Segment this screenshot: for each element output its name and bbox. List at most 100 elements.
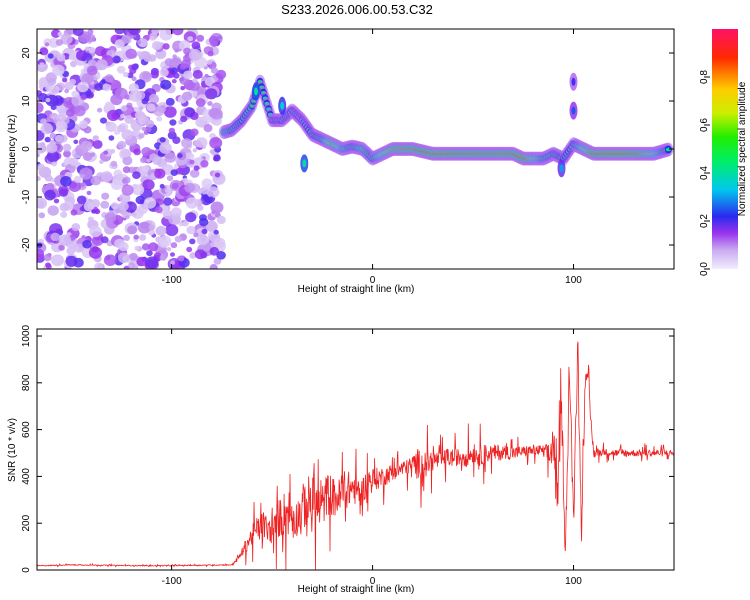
noise-blob [59,202,70,212]
colorbar: 0.0 0.2 0.4 0.6 0.8 Normalized spectral ampl… [699,29,748,276]
noise-blob [62,143,72,152]
noise-blob [214,172,221,178]
noise-blob [193,165,200,171]
noise-blob [193,232,199,238]
noise-blob [45,97,51,103]
noise-blob [141,243,150,251]
noise-blob [110,160,118,167]
noise-blob [213,257,222,265]
noise-blob [57,31,63,37]
noise-blob [148,224,155,231]
noise-blob [73,176,82,183]
noise-blob [60,176,72,187]
side-feature-core [571,77,576,86]
noise-blob [185,197,199,209]
noise-blob [38,93,48,103]
chart-title: S233.2026.006.00.53.C32 [281,2,433,17]
noise-blob [118,201,129,211]
noise-blob [199,217,209,227]
noise-blob [91,209,96,214]
noise-blob [79,206,85,212]
noise-blob [105,121,117,133]
y-tick-label: 10 [21,95,32,107]
noise-blob [172,136,181,144]
noise-blob [145,256,159,269]
snr-ylabel: SNR (10 * v/v) [7,418,18,482]
noise-blob [209,264,218,269]
y-tick-label: 600 [21,421,32,438]
noise-blob [216,215,226,225]
noise-blob [83,201,94,212]
noise-blob [127,225,138,235]
noise-blob [152,156,163,165]
noise-blob [180,115,188,123]
noise-blob [201,178,213,189]
noise-blob [94,83,103,91]
noise-blob [54,120,68,133]
noise-blob [192,148,197,153]
noise-blob [209,196,214,201]
noise-blob [47,205,59,216]
noise-blob [165,224,179,237]
noise-blob [139,234,147,241]
noise-blob [142,179,155,191]
noise-blob [181,91,193,102]
noise-blob [171,182,179,190]
noise-blob [134,245,140,251]
noise-blob [131,63,139,71]
noise-blob [168,127,176,134]
noise-blob [86,190,92,196]
noise-blob [133,234,139,240]
noise-blob [92,139,103,149]
noise-blob [133,148,141,156]
side-feature-core [571,106,576,115]
noise-blob [155,206,163,214]
noise-blob [66,247,76,255]
y-tick-label: 0 [21,567,32,573]
noise-blob [137,38,148,48]
noise-blob [164,152,177,163]
noise-blob [100,117,107,124]
noise-blob [52,64,65,76]
noise-blob [104,101,114,110]
noise-blob [45,72,57,83]
noise-blob [108,135,115,141]
noise-blob [107,109,120,122]
noise-blob [141,98,149,105]
noise-blob [122,71,129,78]
x-tick-label: 0 [370,576,376,587]
noise-blob [121,35,131,44]
noise-blob [95,59,108,71]
noise-blob [94,208,101,215]
noise-blob [192,78,198,83]
noise-blob [159,183,165,189]
noise-blob [193,140,202,148]
noise-blob [178,256,185,262]
noise-blob [88,246,103,259]
noise-blob [162,43,170,50]
noise-blob [103,150,109,155]
noise-blob [128,262,136,269]
noise-blob [73,139,79,144]
noise-blob [49,223,63,236]
noise-blob [141,147,152,157]
noise-blob [182,220,189,227]
noise-blob [104,74,114,83]
noise-blob [54,134,64,143]
noise-blob [66,108,75,117]
noise-blob [120,113,125,119]
noise-blob [201,76,207,81]
noise-blob [94,262,104,269]
noise-blob [37,163,45,171]
noise-blob [47,53,54,59]
noise-blob [82,239,92,249]
y-tick-label: -20 [21,237,32,252]
noise-blob [44,174,53,182]
noise-blob [71,223,81,232]
noise-blob [173,72,180,79]
noise-blob [69,78,76,86]
noise-blob [71,90,79,98]
noise-blob [114,29,125,35]
noise-blob [135,195,145,205]
noise-blob [184,182,196,193]
